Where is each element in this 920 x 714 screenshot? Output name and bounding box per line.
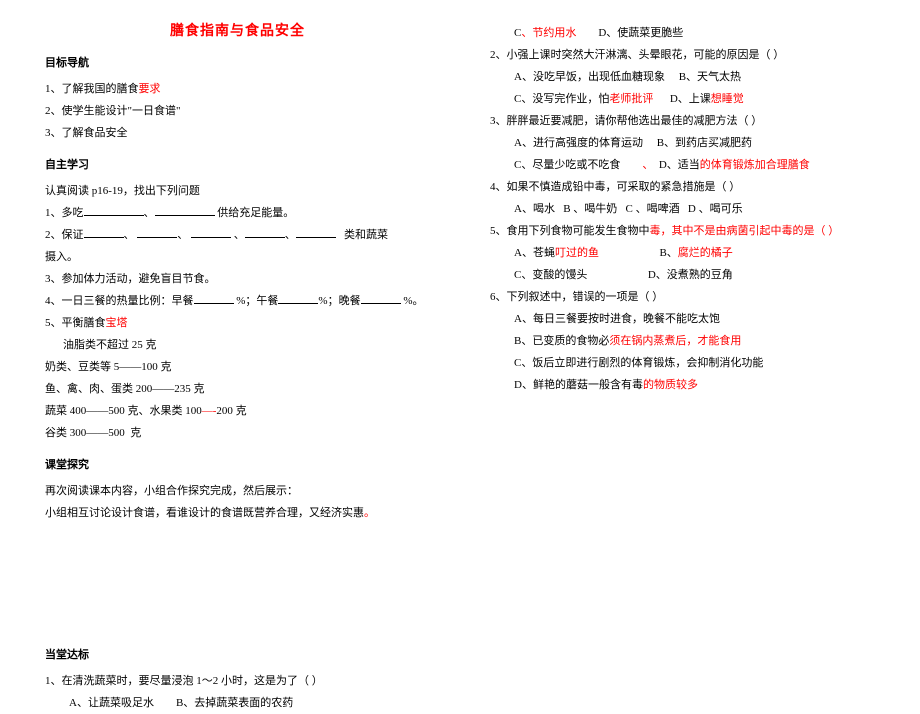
q3: 3、胖胖最近要减肥，请你帮他选出最佳的减肥方法（ ） [490, 110, 875, 132]
blank [194, 293, 234, 304]
pyramid-1: 油脂类不超过 25 克 [45, 334, 430, 356]
sec2-head: 自主学习 [45, 156, 430, 172]
sec2-l3: 3、参加体力活动，避免盲目节食。 [45, 268, 430, 290]
q5-ab: A、苍蝇叮过的鱼 B、腐烂的橘子 [490, 242, 875, 264]
blank [84, 205, 144, 216]
q6d: D、鲜艳的蘑菇一般含有毒的物质较多 [490, 374, 875, 396]
blank [245, 227, 285, 238]
q2-ab: A、没吃早饭，出现低血糖现象 B、天气太热 [490, 66, 875, 88]
q3-cd: C、尽量少吃或不吃食 、 D、适当的体育锻炼加合理膳食 [490, 154, 875, 176]
blank [155, 205, 215, 216]
q4: 4、如果不慎造成铅中毒，可采取的紧急措施是（ ） [490, 176, 875, 198]
q6: 6、下列叙述中，错误的一项是（ ） [490, 286, 875, 308]
q2: 2、小强上课时突然大汗淋漓、头晕眼花，可能的原因是（ ） [490, 44, 875, 66]
right-column: C、节约用水 D、使蔬菜更脆些 2、小强上课时突然大汗淋漓、头晕眼花，可能的原因… [460, 20, 890, 630]
sec3-l2: 小组相互讨论设计食谱，看谁设计的食谱既营养合理，又经济实惠。 [45, 502, 430, 524]
pyramid-3: 鱼、禽、肉、蛋类 200——235 克 [45, 378, 430, 400]
blank [278, 293, 318, 304]
blank [191, 227, 231, 238]
sec3-l1: 再次阅读课本内容，小组合作探究完成，然后展示： [45, 480, 430, 502]
sec2-l4: 4、一日三餐的热量比例：早餐 %；午餐%；晚餐 %。 [45, 290, 430, 312]
blank [137, 227, 177, 238]
q4-opts: A、喝水 B 、喝牛奶 C 、喝啤酒 D 、喝可乐 [490, 198, 875, 220]
q3-ab: A、进行高强度的体育运动 B、到药店买减肥药 [490, 132, 875, 154]
q5: 5、食用下列食物可能发生食物中毒，其中不是由病菌引起中毒的是（ ） [490, 220, 875, 242]
sec3-head: 课堂探究 [45, 456, 430, 472]
blank [361, 293, 401, 304]
sec2-intro: 认真阅读 p16-19，找出下列问题 [45, 180, 430, 202]
sec4-head: 当堂达标 [45, 646, 430, 662]
blank [296, 227, 336, 238]
q1: 1、在清洗蔬菜时，要尽量浸泡 1～2 小时，这是为了（ ） [45, 670, 430, 692]
q1-opts2: C、节约用水 D、使蔬菜更脆些 [490, 22, 875, 44]
pyramid-2: 奶类、豆类等 5——100 克 [45, 356, 430, 378]
sec1-line2: 2、使学生能设计"一日食谱" [45, 100, 430, 122]
pyramid-5: 谷类 300——500 克 [45, 422, 430, 444]
q6b: B、已变质的食物必须在锅内蒸煮后，才能食用 [490, 330, 875, 352]
q5-cd: C、变酸的馒头 D、没煮熟的豆角 [490, 264, 875, 286]
sec2-l2: 2、保证、 、 、、 类和蔬菜 [45, 224, 430, 246]
blank [84, 227, 124, 238]
pyramid-4: 蔬菜 400——500 克、水果类 100—-200 克 [45, 400, 430, 422]
sec2-l1: 1、多吃、 供给充足能量。 [45, 202, 430, 224]
sec1-line3: 3、了解食品安全 [45, 122, 430, 144]
q6a: A、每日三餐要按时进食，晚餐不能吃太饱 [490, 308, 875, 330]
sec2-l2b: 摄入。 [45, 246, 430, 268]
q1-opts: A、让蔬菜吸足水 B、去掉蔬菜表面的农药 [45, 692, 430, 714]
q2-cd: C、没写完作业，怕老师批评 D、上课想睡觉 [490, 88, 875, 110]
q6c: C、饭后立即进行剧烈的体育锻炼，会抑制消化功能 [490, 352, 875, 374]
sec1-head: 目标导航 [45, 54, 430, 70]
sec2-l5: 5、平衡膳食宝塔 [45, 312, 430, 334]
left-column: 膳食指南与食品安全 目标导航 1、了解我国的膳食要求 2、使学生能设计"一日食谱… [30, 20, 460, 630]
sec1-line1: 1、了解我国的膳食要求 [45, 78, 430, 100]
doc-title: 膳食指南与食品安全 [45, 20, 430, 40]
